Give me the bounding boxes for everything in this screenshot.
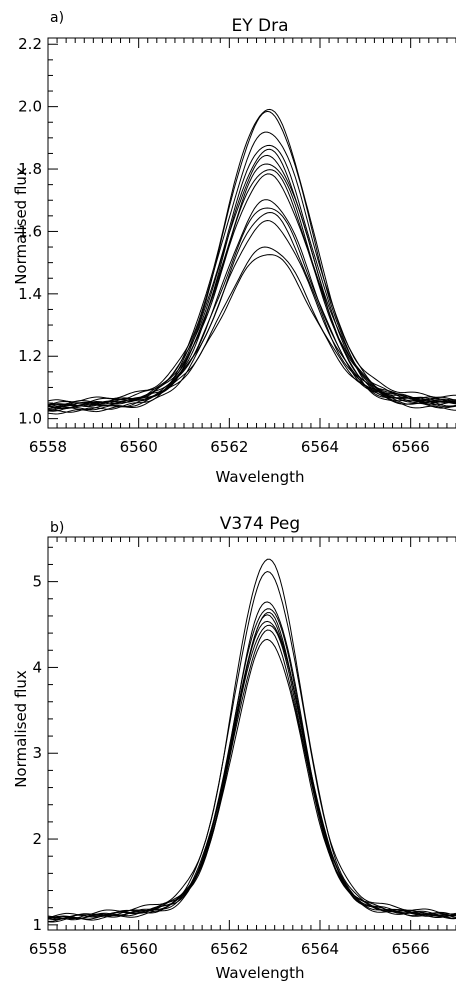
x-tick-label-b: 6558	[29, 940, 67, 958]
y-tick-label-a: 1.0	[18, 410, 42, 428]
spectrum-line-a	[47, 254, 456, 410]
y-tick-label-a: 2.0	[18, 98, 42, 116]
panel-label-b: b)	[50, 520, 64, 536]
panel-a: a) EY Dra Wavelength Normalised flux 655…	[12, 10, 456, 486]
spectrum-line-a	[47, 148, 456, 412]
y-tick-label-b: 5	[32, 573, 42, 591]
spectrum-line-b	[47, 570, 456, 918]
spectrum-line-a	[47, 169, 456, 406]
y-tick-label-b: 2	[32, 830, 42, 848]
x-tick-label-a: 6564	[301, 438, 339, 456]
axis-frame-b	[47, 536, 456, 931]
y-tick-label-b: 4	[32, 658, 42, 676]
y-axis-label-a: Normalised flux	[12, 167, 30, 285]
spectrum-line-b	[47, 558, 456, 920]
x-tick-label-b: 6566	[392, 940, 430, 958]
panel-label-a: a)	[50, 10, 64, 26]
x-axis-label-a: Wavelength	[216, 468, 305, 486]
spectrum-line-a	[47, 246, 456, 407]
spectrum-line-b	[47, 612, 456, 923]
spectrum-line-a	[47, 199, 456, 409]
spectrum-line-a	[47, 163, 456, 413]
y-tick-label-b: 1	[32, 916, 42, 934]
x-tick-label-b: 6564	[301, 940, 339, 958]
spectrum-line-a	[47, 219, 456, 410]
y-tick-label-b: 3	[32, 744, 42, 762]
x-tick-label-b: 6560	[120, 940, 158, 958]
spectrum-line-b	[47, 601, 456, 921]
panel-b: b) V374 Peg Wavelength Normalised flux 6…	[12, 514, 456, 982]
axis-frame-a	[47, 37, 456, 429]
spectrum-line-b	[47, 624, 456, 920]
x-axis-label-b: Wavelength	[216, 964, 305, 982]
y-tick-label-a: 1.2	[18, 347, 42, 365]
spectrum-line-a	[47, 173, 456, 410]
y-tick-label-a: 1.4	[18, 285, 42, 303]
y-tick-label-a: 2.2	[18, 35, 42, 53]
x-tick-label-a: 6562	[210, 438, 248, 456]
x-tick-label-a: 6566	[392, 438, 430, 456]
chart-title-a: EY Dra	[231, 16, 288, 36]
y-tick-label-a: 1.6	[18, 222, 42, 240]
y-tick-label-a: 1.8	[18, 160, 42, 178]
spectrum-line-b	[48, 629, 456, 922]
spectrum-line-a	[47, 108, 456, 408]
y-axis-label-b: Normalised flux	[12, 670, 30, 788]
spectrum-line-b	[47, 638, 456, 920]
spectrum-line-a	[47, 207, 456, 409]
spectrum-line-a	[47, 154, 456, 406]
spectrum-line-a	[47, 131, 456, 403]
x-tick-label-a: 6560	[120, 438, 158, 456]
chart-title-b: V374 Peg	[220, 514, 300, 534]
x-tick-label-a: 6558	[29, 438, 67, 456]
spectrum-line-a	[47, 211, 456, 415]
x-tick-label-b: 6562	[210, 940, 248, 958]
